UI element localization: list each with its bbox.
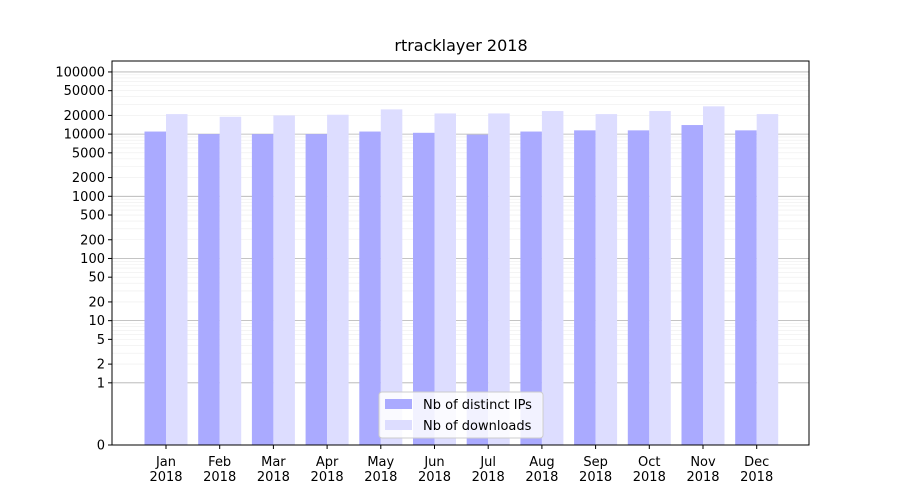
legend-label: Nb of distinct IPs <box>423 398 532 413</box>
bar-distinct-ips <box>413 132 435 445</box>
bar-downloads <box>595 114 618 446</box>
y-tick-label: 10 <box>88 314 105 329</box>
x-tick-label: Sep 2018 <box>579 455 612 485</box>
bar-downloads <box>166 114 188 446</box>
plot-frame <box>111 60 810 446</box>
x-tick-label: Mar 2018 <box>257 455 290 485</box>
y-tick-label: 10000 <box>64 128 105 143</box>
bar-distinct-ips <box>359 131 381 445</box>
x-tick-label: Apr 2018 <box>311 455 344 485</box>
y-tick-label: 2000 <box>72 171 105 186</box>
legend-label: Nb of downloads <box>423 419 532 434</box>
bar-distinct-ips <box>735 130 757 446</box>
x-tick-label: Nov 2018 <box>686 455 719 485</box>
y-tick-label: 100000 <box>55 65 105 80</box>
x-axis: Jan 2018 Feb 2018 Mar 2018 Apr 2018 May 2018 Jun 20… <box>149 445 773 485</box>
bar-distinct-ips <box>681 125 703 446</box>
x-tick-label: Dec 2018 <box>740 455 773 485</box>
y-tick-label: 5 <box>97 333 105 348</box>
x-tick-label: Jan 2018 <box>149 455 182 485</box>
x-tick-label: Oct 2018 <box>633 455 666 485</box>
bar-downloads <box>380 109 403 445</box>
bar-downloads <box>327 114 349 446</box>
bar-distinct-ips <box>627 130 650 446</box>
bar-downloads <box>434 113 456 446</box>
x-tick-label: May 2018 <box>364 455 397 485</box>
y-tick-label: 200 <box>80 233 105 248</box>
bar-distinct-ips <box>520 131 542 445</box>
y-tick-label: 100 <box>80 252 105 267</box>
y-tick-label: 500 <box>80 209 105 224</box>
bar-downloads <box>541 111 564 446</box>
y-tick-label: 20000 <box>64 109 105 124</box>
x-tick-label: Feb 2018 <box>203 455 236 485</box>
y-tick-label: 50 <box>88 271 105 286</box>
y-tick-label: 20 <box>88 295 105 310</box>
y-tick-label: 0 <box>97 439 105 454</box>
y-tick-label: 2 <box>97 358 105 373</box>
y-tick-label: 1000 <box>72 190 105 205</box>
bar-downloads <box>703 106 725 446</box>
legend-box <box>378 391 544 439</box>
bar-downloads <box>488 113 510 446</box>
bars <box>144 106 779 446</box>
y-tick-label: 5000 <box>72 146 105 161</box>
bar-distinct-ips <box>144 131 166 445</box>
bar-downloads <box>756 114 779 446</box>
bar-distinct-ips <box>305 134 328 445</box>
bar-distinct-ips <box>466 134 489 445</box>
bar-downloads <box>219 116 242 446</box>
bar-distinct-ips <box>574 130 596 446</box>
x-tick-label: Jul 2018 <box>472 455 505 485</box>
bar-distinct-ips <box>251 134 274 445</box>
legend: Nb of distinct IPs Nb of downloads <box>378 391 544 439</box>
legend-swatch <box>385 399 412 409</box>
chart-title: rtracklayer 2018 <box>394 36 527 55</box>
bar-distinct-ips <box>198 134 220 445</box>
y-tick-label: 1 <box>97 376 105 391</box>
x-tick-label: Jun 2018 <box>418 455 451 485</box>
y-tick-label: 50000 <box>64 84 105 99</box>
bar-downloads <box>649 111 671 446</box>
x-tick-label: Aug 2018 <box>525 455 558 485</box>
legend-swatch <box>385 420 412 430</box>
bar-downloads <box>273 115 295 445</box>
y-axis: 0 1 2 5 10 20 50 100 200 500 1000 2000 5000 10000 2000… <box>55 65 112 454</box>
